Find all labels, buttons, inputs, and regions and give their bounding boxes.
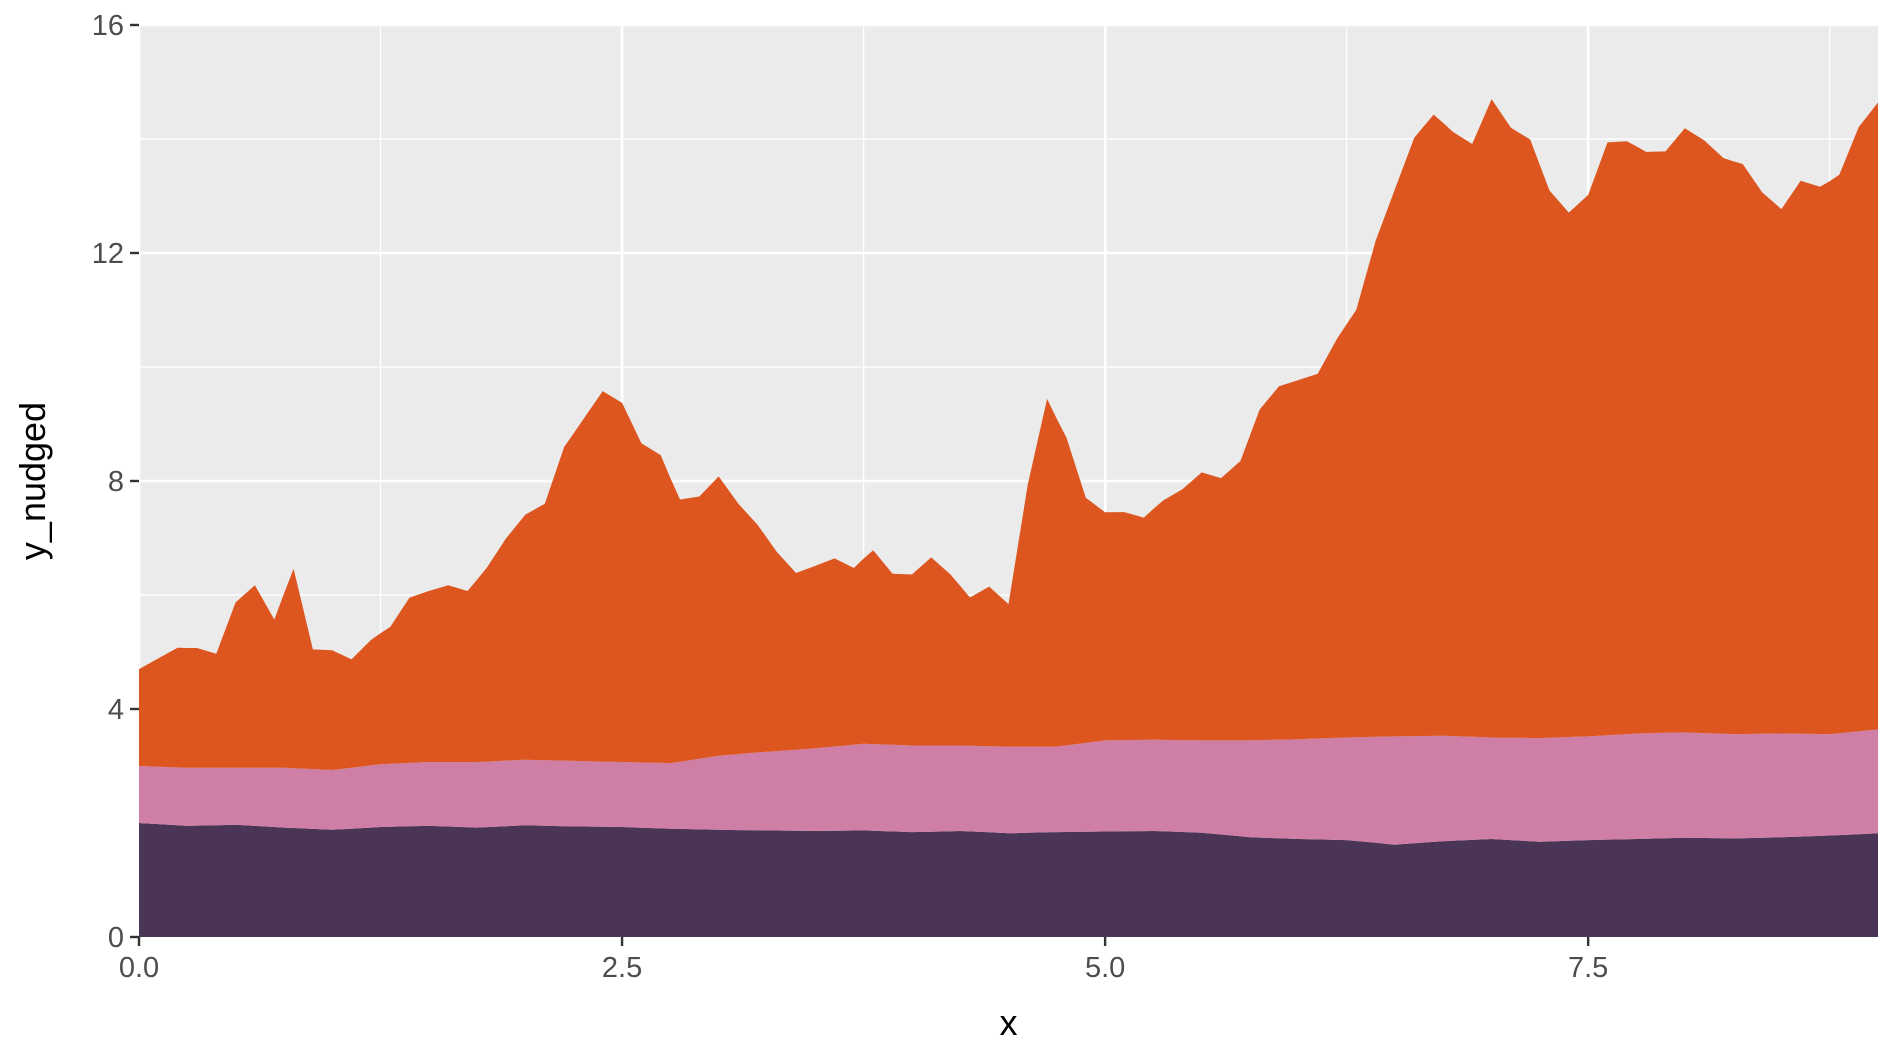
y-tick-label: 16 xyxy=(92,10,124,42)
x-tick-label: 5.0 xyxy=(1085,952,1125,984)
area-series xyxy=(139,99,1878,937)
y-tick-label: 8 xyxy=(108,466,124,498)
x-axis: 0.0 2.5 5.0 7.5 xyxy=(119,937,1608,984)
y-tick-label: 12 xyxy=(92,238,124,270)
x-tick-label: 2.5 xyxy=(602,952,642,984)
x-tick-label: 7.5 xyxy=(1568,952,1608,984)
x-axis-title: x xyxy=(1000,1002,1018,1043)
y-tick-label: 4 xyxy=(108,694,124,726)
y-axis-title: y_nudged xyxy=(12,402,53,560)
x-tick-label: 0.0 xyxy=(119,952,159,984)
area-series-3 xyxy=(139,99,1878,771)
y-axis: 0 4 8 12 16 xyxy=(92,10,139,954)
y-tick-label: 0 xyxy=(108,922,124,954)
area-series-1 xyxy=(139,823,1878,937)
area-series-2 xyxy=(139,729,1878,845)
